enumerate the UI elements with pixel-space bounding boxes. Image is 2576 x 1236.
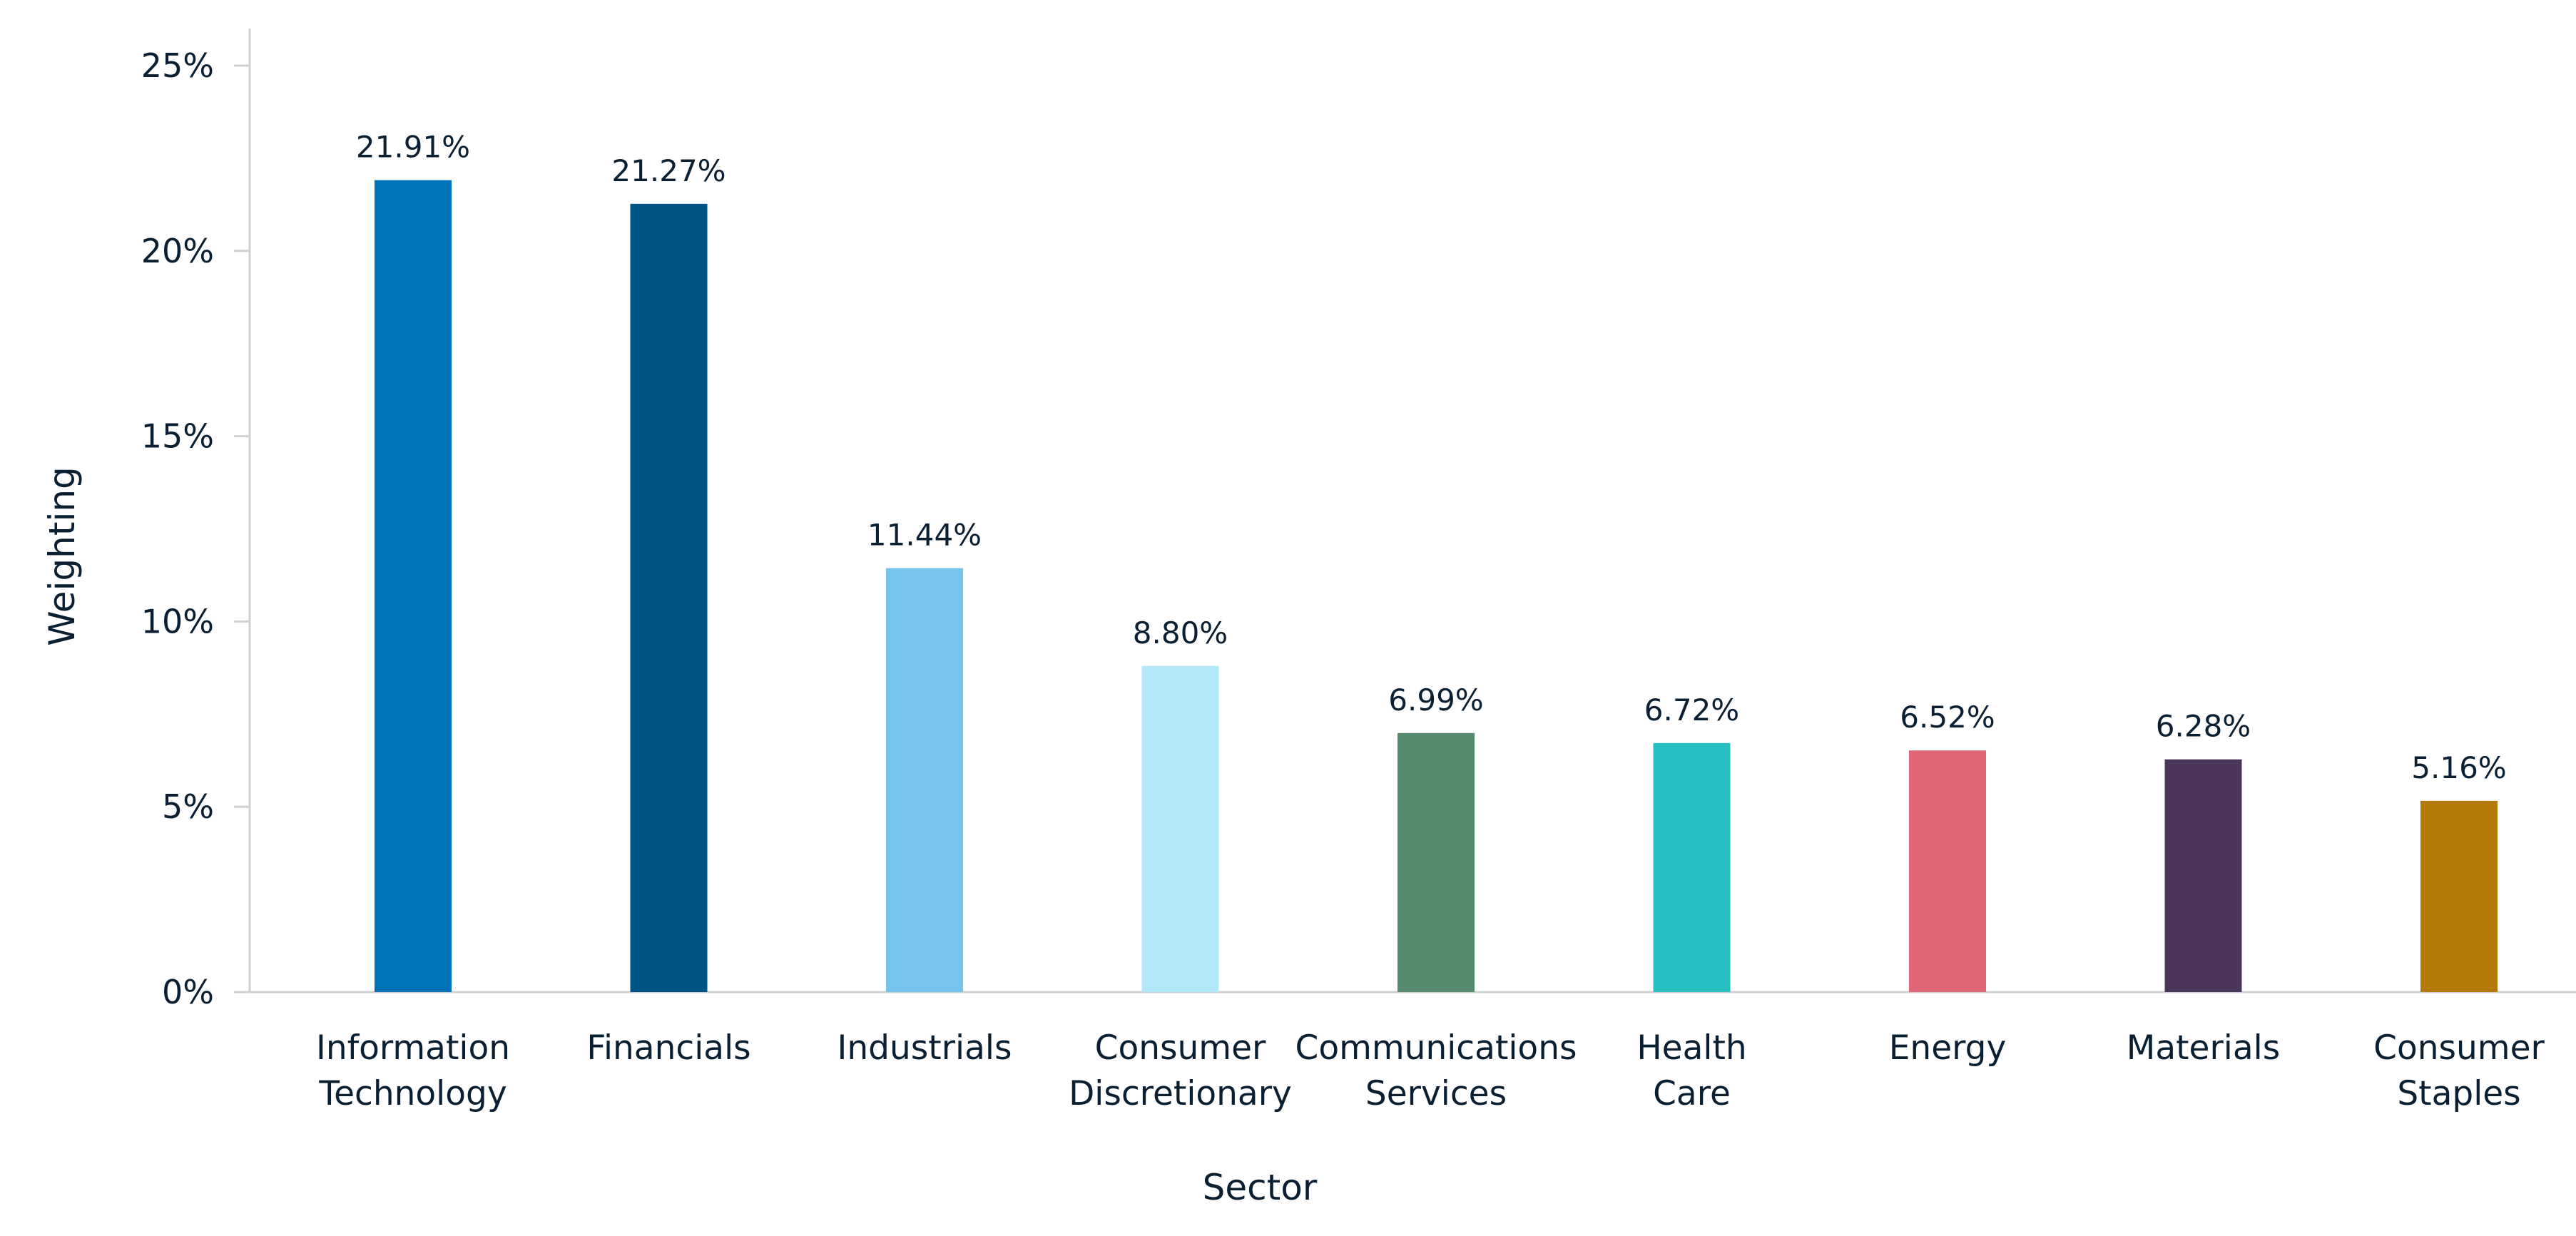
x-tick-label: Health Care <box>1636 1028 1746 1113</box>
x-tick-label: Financials <box>586 1028 750 1068</box>
bar <box>1909 750 1986 992</box>
x-tick-label: Energy <box>1889 1028 2007 1068</box>
x-tick-label: Consumer Discretionary <box>1069 1028 1292 1113</box>
data-label: 6.52% <box>1900 700 1995 735</box>
y-tick-label: 15% <box>141 417 214 456</box>
data-label: 8.80% <box>1133 616 1228 650</box>
bar <box>630 203 708 992</box>
x-tick-label: Industrials <box>838 1028 1012 1068</box>
bar <box>886 568 963 992</box>
data-label: 21.91% <box>356 130 470 165</box>
y-tick-label: 20% <box>141 232 214 270</box>
value-labels: 21.91% 21.27% 11.44% 8.80% 6.99% 6.72% 6.52% 6.… <box>356 130 2507 785</box>
data-label: 5.16% <box>2411 750 2506 785</box>
x-tick-label: Communications Services <box>1295 1028 1577 1113</box>
data-label: 6.99% <box>1388 683 1483 717</box>
y-tick-label: 25% <box>141 46 214 85</box>
x-tick-label: Materials <box>2127 1028 2280 1068</box>
bar <box>1398 732 1475 992</box>
x-tick-label: Information Technology <box>316 1028 510 1113</box>
y-axis: 0% 5% 10% 15% 20% 25% <box>141 29 251 1011</box>
y-tick-label: 0% <box>162 973 214 1011</box>
y-axis-title: Weighting <box>41 466 83 646</box>
data-label: 21.27% <box>611 153 726 188</box>
y-tick-label: 5% <box>162 787 214 826</box>
data-label: 6.72% <box>1644 693 1739 727</box>
bars <box>375 180 2498 992</box>
x-axis-title: Sector <box>1203 1167 1318 1208</box>
bar <box>1141 665 1219 992</box>
data-label: 6.28% <box>2156 709 2251 744</box>
y-tick-label: 10% <box>141 602 214 640</box>
bar <box>2420 800 2498 992</box>
x-tick-label: Consumer Staples <box>2373 1028 2545 1113</box>
category-labels: Information Technology Financials Industria… <box>316 1028 2545 1113</box>
bar <box>375 180 452 992</box>
bar <box>2164 759 2242 992</box>
data-label: 11.44% <box>867 518 982 553</box>
bar <box>1653 742 1731 992</box>
